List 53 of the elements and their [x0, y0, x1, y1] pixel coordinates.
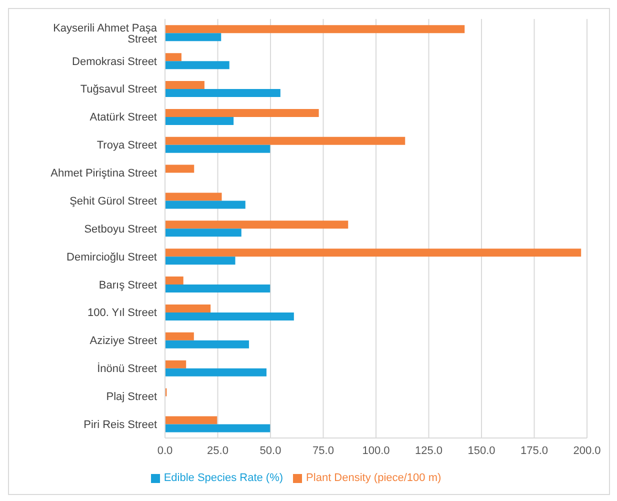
bar: [165, 248, 582, 257]
bar: [165, 284, 270, 293]
legend-label: Edible Species Rate (%): [164, 472, 284, 484]
legend-label: Plant Density (piece/100 m): [306, 472, 442, 484]
y-tick-label: Plaj Street: [106, 391, 157, 404]
bar: [165, 33, 222, 42]
bar: [165, 108, 319, 117]
x-tick-label: 150.0: [468, 444, 496, 457]
y-tick-label: Barış Street: [98, 279, 157, 292]
y-tick-label: Troya Street: [96, 140, 157, 152]
y-tick-label: Kayserili Ahmet Paşa Street: [53, 22, 158, 46]
bar: [165, 304, 211, 312]
bar: [165, 25, 465, 34]
y-tick-label: Demircioğlu Street: [66, 251, 157, 264]
bar: [165, 81, 204, 90]
y-tick-label: Aziziye Street: [90, 335, 157, 348]
bar: [165, 89, 280, 98]
bar: [165, 340, 249, 348]
y-tick-label: Demokrasi Street: [72, 56, 157, 68]
bar: [165, 164, 194, 173]
bar: [165, 424, 270, 432]
bar: [165, 368, 266, 376]
y-tick-label: Tuğsavul Street: [80, 84, 157, 96]
x-tick-label: 200.0: [573, 444, 601, 457]
x-tick-label: 100.0: [362, 444, 390, 457]
y-tick-label: İnönü Street: [97, 362, 157, 376]
x-tick-label: 175.0: [520, 444, 548, 457]
x-tick-label: 75.0: [312, 444, 334, 457]
y-tick-label: Atatürk Street: [90, 112, 157, 124]
bar: [165, 276, 184, 285]
bar: [165, 144, 270, 153]
x-tick-label: 50.0: [260, 444, 282, 457]
y-tick-label: Şehit Gürol Street: [70, 195, 157, 208]
x-tick-label: 125.0: [414, 444, 443, 457]
bar: [165, 192, 222, 201]
bar: [165, 136, 406, 145]
y-tick-label: Setboyu Street: [84, 223, 157, 236]
bar: [165, 312, 294, 320]
bar: [165, 228, 242, 237]
bar: [165, 220, 348, 229]
bar: [165, 53, 182, 62]
x-tick-label: 25.0: [207, 444, 228, 457]
bar: [165, 332, 194, 340]
bar: [165, 416, 218, 424]
bar: [165, 360, 186, 368]
y-tick-label: Ahmet Piriştina Street: [50, 168, 157, 180]
bar: [165, 200, 246, 209]
x-tick-label: 0.0: [157, 444, 173, 457]
y-tick-label: 100. Yıl Street: [87, 307, 157, 320]
bar: [165, 256, 236, 265]
y-tick-label: Piri Reis Street: [84, 418, 157, 431]
bar: [165, 61, 230, 70]
bar: [165, 116, 234, 125]
